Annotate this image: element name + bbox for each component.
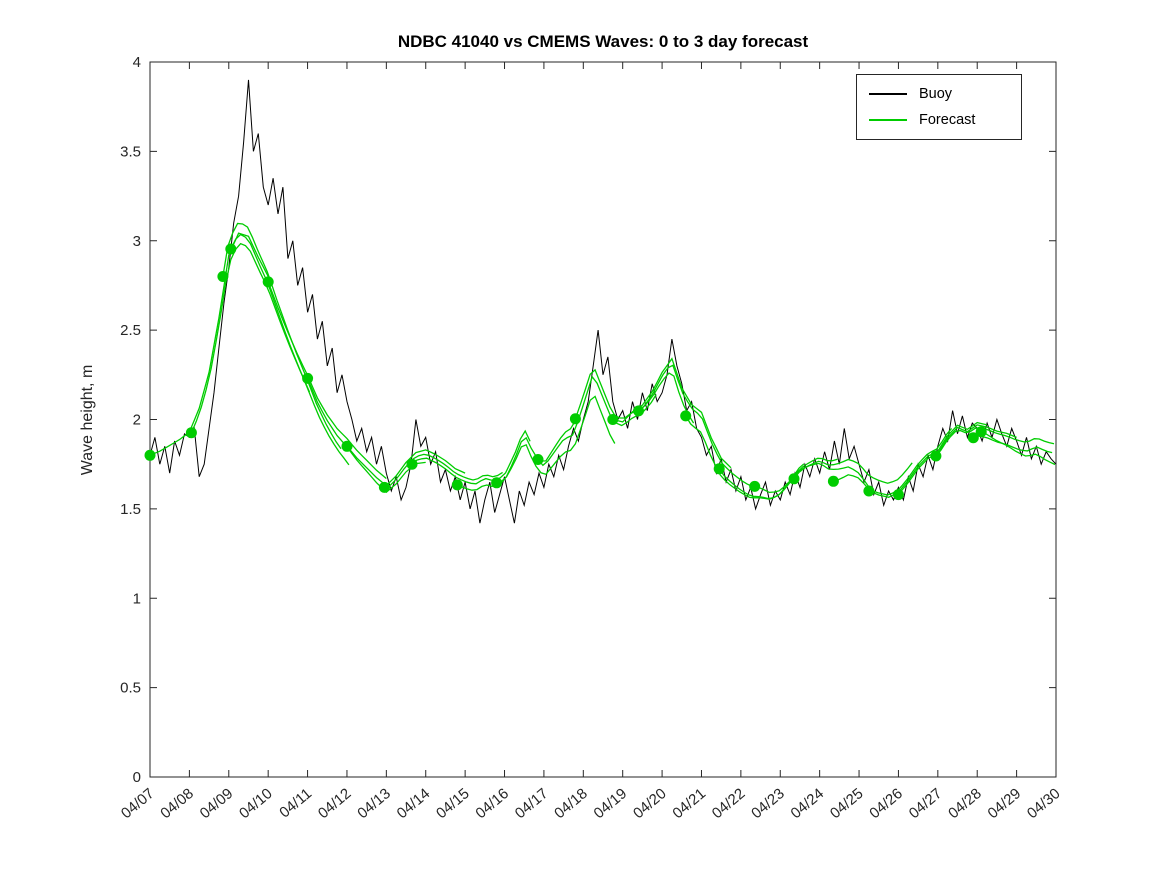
forecast-line xyxy=(222,222,342,450)
forecast-line xyxy=(267,281,387,479)
forecast-start-marker xyxy=(532,454,544,465)
x-tick-label: 04/21 xyxy=(669,785,709,822)
x-tick-label: 04/26 xyxy=(866,785,906,822)
x-tick-label: 04/12 xyxy=(315,785,355,822)
x-tick-label: 04/14 xyxy=(394,785,434,822)
y-tick-label: 2 xyxy=(133,412,141,429)
forecast-line xyxy=(754,462,874,494)
forecast-start-marker xyxy=(378,481,390,493)
forecast-start-marker xyxy=(633,405,644,417)
forecast-start-marker xyxy=(967,432,979,444)
forecast-line xyxy=(718,457,838,500)
x-tick-label: 04/13 xyxy=(354,785,394,822)
y-tick-label: 0 xyxy=(133,769,141,786)
x-tick-label: 04/07 xyxy=(118,785,158,822)
x-tick-label: 04/11 xyxy=(276,785,315,821)
forecast-start-marker xyxy=(827,475,839,487)
forecast-start-marker xyxy=(185,427,197,439)
forecast-start-marker xyxy=(569,413,581,425)
forecast-start-marker xyxy=(930,450,942,462)
forecast-start-marker xyxy=(680,410,692,422)
x-tick-label: 04/27 xyxy=(906,785,946,822)
x-tick-label: 04/18 xyxy=(551,785,591,822)
forecast-line xyxy=(638,364,757,488)
forecast-start-marker xyxy=(749,480,761,492)
forecast-start-marker xyxy=(225,243,237,255)
forecast-line xyxy=(537,375,657,467)
forecast-start-marker xyxy=(491,477,503,489)
legend-label-forecast: Forecast xyxy=(919,112,976,128)
forecast-start-marker xyxy=(788,473,800,485)
chart-title: NDBC 41040 vs CMEMS Waves: 0 to 3 day fo… xyxy=(397,32,809,51)
y-tick-label: 0.5 xyxy=(120,680,141,697)
forecast-start-marker xyxy=(262,276,274,288)
x-tick-label: 04/10 xyxy=(236,785,276,822)
x-tick-label: 04/15 xyxy=(433,785,473,822)
forecast-line xyxy=(346,445,466,487)
forecast-start-marker xyxy=(144,449,156,461)
buoy-line-swatch xyxy=(869,93,907,95)
x-tick-label: 04/23 xyxy=(748,785,788,822)
forecast-start-marker xyxy=(863,485,875,497)
forecast-line xyxy=(868,421,988,498)
x-tick-label: 04/19 xyxy=(591,785,631,822)
x-tick-label: 04/17 xyxy=(512,785,552,822)
x-tick-label: 04/08 xyxy=(157,785,197,822)
forecast-line xyxy=(496,395,616,484)
forecast-line xyxy=(384,453,503,489)
forecast-line xyxy=(833,427,953,496)
y-tick-label: 1 xyxy=(133,590,141,607)
y-tick-label: 1.5 xyxy=(120,501,141,518)
forecast-start-marker xyxy=(302,372,314,384)
y-tick-label: 3 xyxy=(133,233,141,250)
x-tick-label: 04/20 xyxy=(630,785,670,822)
y-tick-label: 4 xyxy=(133,54,141,71)
x-tick-label: 04/25 xyxy=(827,785,867,822)
x-tick-label: 04/16 xyxy=(472,785,512,822)
forecast-line xyxy=(935,427,1055,457)
forecast-start-marker xyxy=(607,414,619,425)
forecast-line xyxy=(149,232,269,456)
x-tick-label: 04/24 xyxy=(788,785,828,822)
forecast-start-marker xyxy=(217,271,229,282)
x-tick-label: 04/28 xyxy=(945,785,985,822)
axis-box xyxy=(149,61,1057,778)
legend-label-buoy: Buoy xyxy=(919,86,953,102)
y-tick-label: 3.5 xyxy=(120,143,141,160)
forecast-line xyxy=(980,431,1056,466)
x-tick-label: 04/22 xyxy=(709,785,749,822)
forecast-line xyxy=(306,378,426,494)
forecast-line-swatch xyxy=(869,119,907,121)
legend-item-forecast: Forecast xyxy=(857,107,1021,133)
forecast-line xyxy=(793,458,913,484)
legend: Buoy Forecast xyxy=(856,74,1022,140)
forecast-start-marker xyxy=(713,463,725,475)
forecast-line xyxy=(973,434,1053,454)
x-tick-label: 04/09 xyxy=(197,785,237,822)
x-tick-label: 04/29 xyxy=(984,785,1024,822)
forecast-line xyxy=(457,420,576,491)
legend-item-buoy: Buoy xyxy=(857,81,1021,107)
forecast-line xyxy=(612,357,732,469)
forecast-start-marker xyxy=(975,426,987,438)
forecast-start-marker xyxy=(341,440,353,452)
buoy-line xyxy=(149,79,1057,524)
forecast-start-marker xyxy=(892,489,904,501)
forecast-line xyxy=(230,233,350,466)
forecast-start-marker xyxy=(406,458,418,470)
forecast-start-marker xyxy=(451,479,463,491)
forecast-line xyxy=(411,429,531,485)
y-tick-label: 2.5 xyxy=(120,322,141,339)
forecast-line xyxy=(897,424,1017,496)
x-tick-label: 04/30 xyxy=(1024,785,1064,822)
forecast-line xyxy=(190,242,311,433)
